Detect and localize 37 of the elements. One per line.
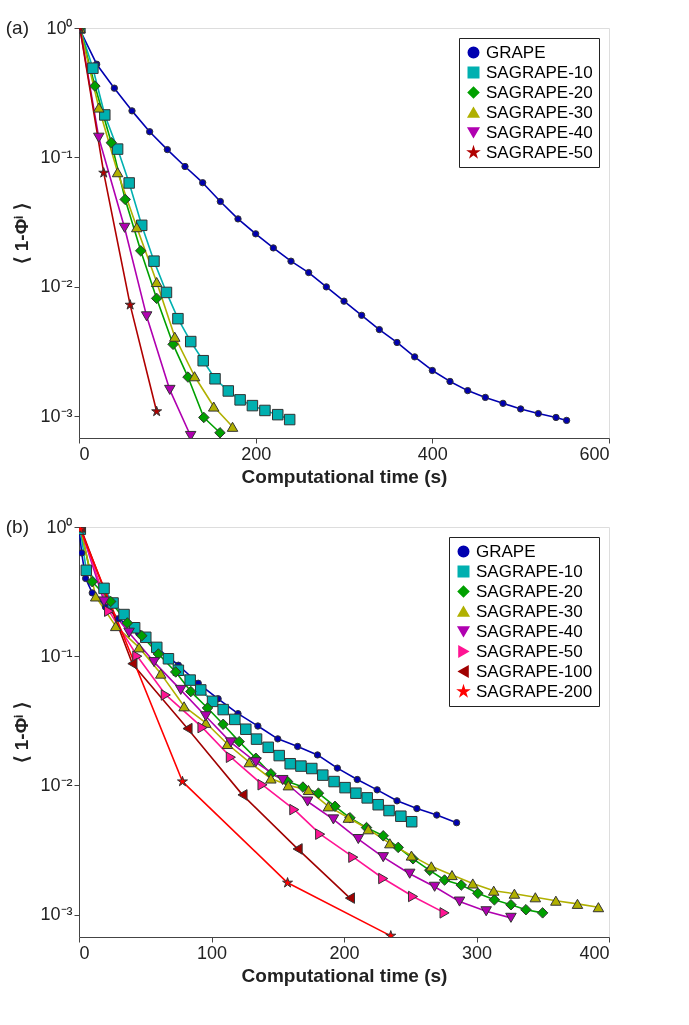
legend-label: SAGRAPE-40: [476, 621, 583, 641]
x-axis-title: Computational time (s): [241, 465, 448, 487]
y-tick-label: 10⁻¹: [40, 146, 73, 167]
x-tick-label: 0: [79, 942, 90, 963]
y-tick-label: 10⁰: [46, 516, 73, 537]
legend-label: GRAPE: [486, 42, 546, 62]
legend-label: SAGRAPE-10: [476, 561, 583, 581]
y-axis-title: ⟨ 1-Φⁱ ⟩: [11, 702, 33, 763]
x-tick-label: 0: [79, 443, 90, 464]
text: (b): [5, 516, 29, 537]
legend-label: GRAPE: [476, 541, 536, 561]
y-tick-label: 10⁻¹: [40, 645, 73, 666]
legend-label: SAGRAPE-50: [486, 142, 593, 162]
legend-label: SAGRAPE-30: [476, 601, 583, 621]
y-tick-label: 10⁻²: [40, 276, 73, 297]
y-tick-label: 10⁰: [46, 17, 73, 38]
x-tick-label: 300: [461, 942, 493, 963]
x-tick-label: 200: [241, 443, 272, 464]
legend-label: SAGRAPE-40: [486, 122, 593, 142]
text: (a): [5, 17, 29, 38]
legend-label: SAGRAPE-20: [476, 581, 583, 601]
legend-label: SAGRAPE-20: [486, 82, 593, 102]
legend-label: SAGRAPE-100: [476, 661, 593, 681]
x-tick-label: 100: [196, 942, 228, 963]
y-tick-label: 10⁻³: [40, 405, 73, 426]
x-tick-label: 600: [579, 443, 610, 464]
x-tick-label: 400: [579, 942, 610, 963]
legend-label: SAGRAPE-30: [486, 102, 593, 122]
x-tick-label: 400: [417, 443, 448, 464]
legend-label: SAGRAPE-50: [476, 641, 583, 661]
y-axis-title: ⟨ 1-Φⁱ ⟩: [11, 203, 33, 264]
y-tick-label: 10⁻³: [40, 904, 73, 925]
x-axis-title: Computational time (s): [241, 964, 448, 986]
legend-label: SAGRAPE-10: [486, 62, 593, 82]
legend-label: SAGRAPE-200: [476, 681, 593, 701]
x-tick-label: 200: [329, 942, 360, 963]
y-tick-label: 10⁻²: [40, 774, 73, 795]
